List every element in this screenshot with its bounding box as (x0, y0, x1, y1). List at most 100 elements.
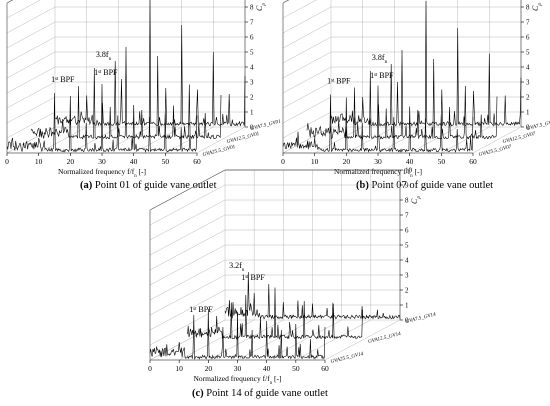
gridline-y-side (282, 111, 332, 139)
gridline-y-side (149, 214, 226, 256)
gridline-y-side (149, 274, 226, 316)
x-tick-label: 20 (205, 364, 213, 373)
gridline-y-side (6, 0, 14, 4)
series-line-3 (282, 85, 474, 153)
x-axis-label: Normalized frequency f/fn [-] (193, 374, 281, 386)
y-tick-label: 0 (526, 124, 530, 132)
gridline-x-floor (237, 319, 313, 361)
gridline-y-side (149, 184, 226, 226)
gridline-x-floor (149, 319, 226, 361)
x-tick-label: 50 (438, 157, 446, 166)
x-tick-label: 40 (130, 157, 138, 166)
series-line-1 (224, 271, 401, 320)
y-tick-label: 8 (405, 197, 409, 205)
y-axis-label: Cp (255, 3, 267, 11)
x-axis-label: Normalized frequency f/fn [-] (58, 167, 146, 179)
x-tick-label: 60 (193, 157, 201, 166)
series-line-2 (187, 287, 363, 340)
gridline-y-side (282, 96, 332, 124)
x-tick-label: 40 (263, 364, 271, 373)
y-tick-label: 3 (405, 272, 409, 280)
y-tick-label: 2 (250, 94, 254, 102)
series-name-label: GVA25.5_GV14 (330, 350, 365, 365)
series-name-label: GVA7.5_GV01 (250, 119, 282, 132)
x-tick-label: 10 (311, 157, 319, 166)
y-tick-label: 1 (250, 109, 254, 117)
series-name-label: GVA12.5_GV14 (367, 330, 402, 345)
x-tick-label: 50 (292, 364, 300, 373)
gridline-x-floor (441, 126, 490, 154)
gridline-x-floor (282, 126, 332, 154)
y-tick-label: 6 (526, 34, 530, 42)
peak-annotation: 1st BPF (327, 77, 351, 86)
gridline-x-floor (133, 126, 182, 154)
series-line-2 (30, 46, 222, 140)
series-name-label: GVA25.5_GV01 (202, 144, 236, 158)
y-axis-label: Cp (531, 3, 543, 11)
x-tick-label: 0 (281, 157, 285, 166)
top-left-edge (6, 0, 14, 4)
series-name-label: GVA12.5_GV07 (502, 131, 536, 145)
gridline-x-floor (314, 126, 363, 154)
gridline-y-side (149, 289, 226, 331)
gridline-y-side (6, 81, 56, 109)
peak-annotation: 1st BPF (94, 68, 118, 77)
grid (149, 169, 401, 361)
y-tick-label: 5 (405, 242, 409, 250)
y-tick-label: 4 (526, 64, 530, 72)
peak-annotation: 1st BPF (241, 273, 265, 282)
gridline-x-floor (6, 126, 56, 154)
gridline-y-side (149, 244, 226, 286)
y-tick-label: 7 (250, 19, 254, 27)
series-line-1 (54, 0, 246, 127)
y-tick-label: 1 (405, 302, 409, 310)
panel-caption: (b) Point 07 of guide vane outlet (356, 180, 493, 191)
x-tick-label: 60 (321, 364, 329, 373)
y-tick-label: 6 (250, 34, 254, 42)
x-tick-label: 20 (343, 157, 351, 166)
x-tick-label: 30 (374, 157, 382, 166)
y-tick-label: 1 (526, 109, 530, 117)
y-tick-label: 9 (405, 182, 409, 190)
x-tick-label: 10 (35, 157, 43, 166)
gridline-y-side (282, 81, 332, 109)
y-tick-label: 6 (405, 227, 409, 235)
peak-annotation: 3.8fn (372, 53, 388, 65)
gridline-y-side (6, 21, 56, 49)
y-tick-label: 7 (526, 19, 530, 27)
gridline-y-side (6, 96, 56, 124)
y-tick-label: 5 (250, 49, 254, 57)
series-name-label: GVA7.5_GV07 (526, 119, 550, 132)
gridline-y-side (6, 66, 56, 94)
top-left-edge (282, 0, 290, 4)
panel-caption: (c) Point 14 of guide vane outlet (192, 388, 328, 399)
gridline-x-floor (409, 126, 458, 154)
peak-annotation: 1st BPF (189, 305, 213, 314)
gridline-y-side (6, 111, 56, 139)
y-tick-label: 2 (405, 287, 409, 295)
gridline-y-side (149, 304, 226, 346)
gridline-y-side (6, 6, 56, 34)
y-tick-label: 0 (250, 124, 254, 132)
series-name-label: GVA7.5_GV14 (405, 311, 437, 325)
gridline-x-floor (38, 126, 87, 154)
x-tick-label: 0 (148, 364, 152, 373)
y-tick-label: 5 (526, 49, 530, 57)
x-tick-label: 40 (406, 157, 414, 166)
series-line-3 (149, 308, 326, 360)
y-tick-label: 3 (250, 79, 254, 87)
gridline-x-floor (324, 319, 401, 361)
panel-caption: (a) Point 01 of guide vane outlet (80, 180, 217, 191)
y-axis-label: Cp (410, 196, 422, 204)
x-tick-label: 60 (469, 157, 477, 166)
y-tick-label: 8 (250, 4, 254, 12)
top-left-edge (149, 169, 226, 211)
gridline-x-floor (472, 126, 522, 154)
gridline-y-side (149, 199, 226, 241)
gridline-y-side (149, 229, 226, 271)
x-tick-label: 10 (175, 364, 183, 373)
y-tick-label: 4 (405, 257, 409, 265)
